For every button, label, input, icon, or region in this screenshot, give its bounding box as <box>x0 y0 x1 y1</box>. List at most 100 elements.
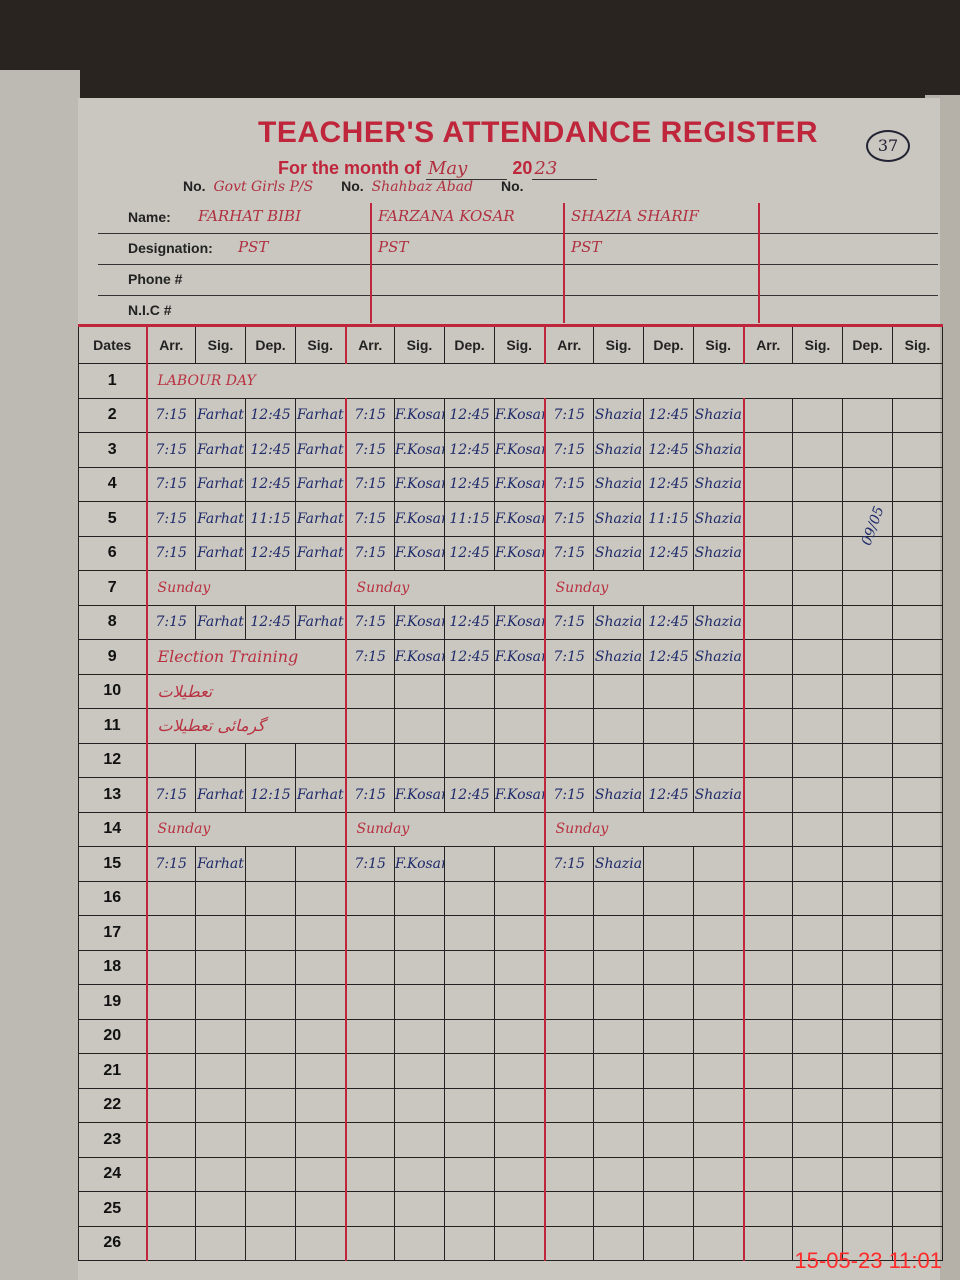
empty-cell <box>792 501 843 537</box>
empty-cell <box>593 1053 644 1089</box>
empty-cell <box>543 1191 594 1227</box>
sunday-cell: Sunday <box>145 811 346 847</box>
table-row: 16 <box>78 880 943 916</box>
empty-cell <box>693 1225 744 1261</box>
empty-cell <box>643 1087 694 1123</box>
page-number: 37 <box>866 130 910 162</box>
empty-cell <box>892 466 943 502</box>
date-cell: 21 <box>78 1053 147 1089</box>
empty-cell <box>593 1087 644 1123</box>
signature-cell: F.Kosar <box>494 604 545 640</box>
sunday-cell: Sunday <box>344 570 545 606</box>
date-cell: 23 <box>78 1122 147 1158</box>
empty-cell <box>742 1087 793 1123</box>
empty-cell <box>792 1053 843 1089</box>
date-cell: 4 <box>78 466 147 502</box>
table-row: 5 7:15 Farhat 11:15 Farhat 7:15 F.Kosar 11:15 F.… <box>78 501 943 537</box>
signature-cell: Farhat <box>195 604 246 640</box>
date-cell: 16 <box>78 880 147 916</box>
empty-cell <box>494 673 545 709</box>
empty-cell <box>195 984 246 1020</box>
time-cell: 12:45 <box>444 466 495 502</box>
column-header: Arr. <box>742 324 793 364</box>
column-divider <box>370 203 372 323</box>
empty-cell <box>344 1122 395 1158</box>
empty-cell <box>245 742 296 778</box>
empty-cell <box>295 1018 346 1054</box>
signature-cell: F.Kosar <box>394 535 445 571</box>
empty-cell <box>494 984 545 1020</box>
info-line-phone: Phone # <box>98 265 938 296</box>
signature-cell: Shazia <box>593 501 644 537</box>
empty-cell <box>344 915 395 951</box>
time-cell: 12:45 <box>643 604 694 640</box>
empty-cell <box>494 1191 545 1227</box>
table-row: 21 <box>78 1053 943 1089</box>
empty-cell <box>394 1191 445 1227</box>
empty-cell <box>643 1191 694 1227</box>
empty-cell <box>245 1225 296 1261</box>
empty-cell <box>593 1018 644 1054</box>
time-cell: 7:15 <box>344 535 395 571</box>
empty-cell <box>892 949 943 985</box>
empty-cell <box>344 742 395 778</box>
empty-cell <box>494 1018 545 1054</box>
empty-cell <box>593 880 644 916</box>
empty-cell <box>245 880 296 916</box>
empty-cell <box>742 984 793 1020</box>
empty-cell <box>295 949 346 985</box>
empty-cell <box>842 1087 893 1123</box>
empty-cell <box>742 432 793 468</box>
signature-cell: Shazia <box>693 604 744 640</box>
time-cell: 7:15 <box>344 501 395 537</box>
empty-cell <box>444 915 495 951</box>
date-cell: 18 <box>78 949 147 985</box>
empty-cell <box>742 673 793 709</box>
date-cell: 12 <box>78 742 147 778</box>
empty-cell <box>842 501 893 537</box>
empty-cell <box>842 811 893 847</box>
empty-cell <box>145 1122 196 1158</box>
empty-cell <box>842 846 893 882</box>
signature-cell: Shazia <box>693 466 744 502</box>
holiday-cell: LABOUR DAY <box>145 363 943 399</box>
time-cell: 12:45 <box>444 639 495 675</box>
empty-cell <box>543 742 594 778</box>
empty-cell <box>842 915 893 951</box>
empty-cell <box>344 1156 395 1192</box>
empty-cell <box>792 1156 843 1192</box>
empty-cell <box>792 535 843 571</box>
time-cell: 12:45 <box>643 535 694 571</box>
empty-cell <box>792 1191 843 1227</box>
empty-cell <box>245 1191 296 1227</box>
empty-cell <box>543 1087 594 1123</box>
table-row: 4 7:15 Farhat 12:45 Farhat 7:15 F.Kosar 12:45 F.… <box>78 466 943 502</box>
signature-cell: F.Kosar <box>494 777 545 813</box>
empty-cell <box>295 846 346 882</box>
empty-cell <box>892 777 943 813</box>
signature-cell: F.Kosar <box>494 535 545 571</box>
signature-cell: F.Kosar <box>394 432 445 468</box>
table-row: 3 7:15 Farhat 12:45 Farhat 7:15 F.Kosar 12:45 F.… <box>78 432 943 468</box>
empty-cell <box>394 880 445 916</box>
column-header: Dep. <box>643 324 694 364</box>
date-cell: 7 <box>78 570 147 606</box>
empty-cell <box>693 1156 744 1192</box>
time-cell: 7:15 <box>344 846 395 882</box>
empty-cell <box>792 742 843 778</box>
empty-cell <box>842 742 893 778</box>
empty-cell <box>693 708 744 744</box>
time-cell: 7:15 <box>543 397 594 433</box>
empty-cell <box>643 915 694 951</box>
teacher-designation: PST <box>238 238 269 256</box>
empty-cell <box>693 880 744 916</box>
empty-cell <box>394 915 445 951</box>
date-cell: 10 <box>78 673 147 709</box>
empty-cell <box>245 984 296 1020</box>
empty-cell <box>842 673 893 709</box>
time-cell: 7:15 <box>543 777 594 813</box>
empty-cell <box>693 1087 744 1123</box>
empty-cell <box>344 949 395 985</box>
empty-cell <box>643 1053 694 1089</box>
empty-cell <box>494 1087 545 1123</box>
